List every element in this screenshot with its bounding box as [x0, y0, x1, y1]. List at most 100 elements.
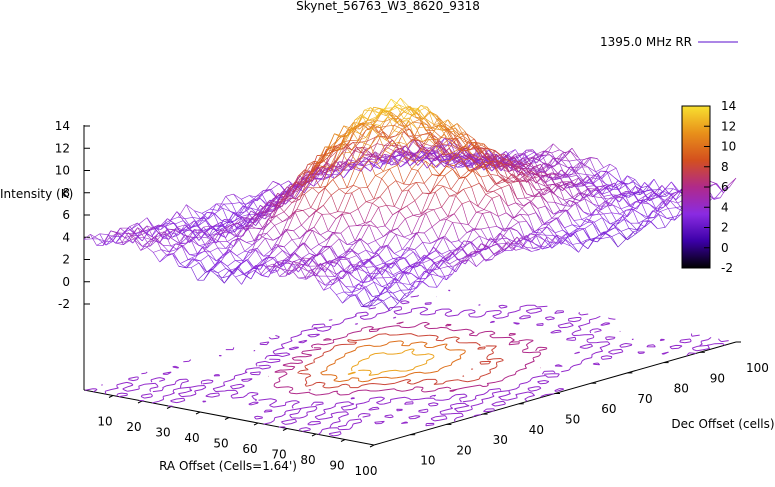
surface-col-line [172, 254, 180, 264]
surface-col-line [468, 212, 476, 224]
surface-col-line [574, 220, 582, 221]
surface-row-line [659, 197, 665, 201]
surface-col-line [472, 236, 480, 242]
colorbar-tick-label: 12 [721, 119, 736, 133]
surface-col-line [237, 268, 245, 275]
surface-col-line [459, 233, 467, 241]
surface-row-line [525, 198, 531, 201]
surface-row-line [322, 214, 328, 231]
surface-row-line [218, 273, 224, 283]
surface-col-line [398, 294, 406, 304]
surface-row-line [246, 242, 252, 245]
surface-row-line [434, 210, 440, 221]
surface-col-line [147, 218, 155, 229]
surface-row-line [555, 202, 561, 212]
x-tick-mark [138, 401, 142, 403]
surface-col-line [618, 239, 626, 247]
surface-col-line [372, 128, 380, 129]
surface-col-line [292, 200, 300, 203]
surface-row-line [386, 205, 392, 215]
surface-row-line [360, 238, 366, 250]
surface-col-line [116, 243, 124, 245]
surface-col-line [520, 214, 528, 215]
surface-col-line [377, 287, 385, 299]
surface-row-line [234, 194, 240, 203]
surface-row-line [416, 182, 422, 193]
surface-row-line [528, 152, 534, 156]
surface-col-line [386, 147, 394, 151]
surface-col-line [374, 302, 382, 306]
surface-col-line [366, 199, 374, 202]
surface-row-line [627, 176, 633, 182]
surface-col-line [615, 196, 623, 198]
surface-row-line [353, 185, 359, 188]
surface-col-line [634, 203, 642, 210]
surface-col-line [440, 266, 448, 268]
surface-row-line [424, 183, 430, 193]
colorbar-tick-label: 10 [721, 140, 736, 154]
surface-col-line [246, 241, 254, 243]
surface-col-line [365, 288, 373, 297]
surface-col-line [338, 194, 346, 212]
surface-row-line [415, 123, 421, 136]
surface-col-line [627, 176, 635, 180]
surface-col-line [344, 193, 352, 212]
surface-col-line [213, 213, 221, 221]
surface-col-line [585, 223, 593, 228]
surface-row-line [379, 207, 385, 226]
surface-col-line [610, 237, 618, 247]
surface-row-line [333, 179, 339, 189]
surface-col-line [404, 169, 412, 184]
surface-row-line [284, 212, 290, 219]
z-tick-label: 0 [62, 275, 70, 289]
x-tick-mark [196, 412, 200, 414]
surface-row-line [336, 295, 342, 304]
surface-col-line [271, 184, 279, 189]
surface-col-line [424, 227, 432, 233]
surface-row-line [153, 252, 159, 262]
surface-col-line [429, 287, 437, 288]
surface-row-line [209, 255, 215, 265]
surface-row-line [284, 247, 290, 256]
surface-col-line [349, 226, 357, 227]
surface-col-line [360, 187, 368, 188]
surface-row-line [481, 177, 487, 192]
surface-row-line [375, 176, 381, 179]
surface-row-line [361, 169, 367, 187]
surface-col-line [552, 150, 560, 153]
surface-row-line [294, 231, 300, 239]
surface-col-line [314, 179, 322, 187]
surface-col-line [462, 242, 470, 250]
surface-col-line [92, 234, 100, 239]
surface-col-line [494, 188, 502, 191]
surface-row-line [372, 203, 378, 207]
surface-row-line [424, 233, 430, 244]
surface-row-line [213, 213, 219, 227]
surface-col-line [530, 202, 538, 209]
surface-col-line [353, 123, 361, 124]
x-tick-mark [225, 418, 229, 420]
surface-row-line [544, 191, 550, 195]
surface-col-line [465, 132, 473, 146]
y-tick-label: 30 [493, 433, 508, 447]
surface-col-line [405, 252, 413, 258]
surface-col-line [456, 189, 464, 196]
surface-row-line [388, 187, 394, 207]
surface-col-line [366, 267, 374, 268]
surface-row-line [394, 206, 400, 209]
surface-col-line [323, 195, 331, 205]
surface-row-line [597, 159, 603, 168]
surface-col-line [303, 243, 311, 250]
surface-row-line [257, 248, 263, 256]
surface-row-line [417, 281, 423, 288]
surface-col-line [301, 217, 309, 225]
y-tick-label: 100 [746, 361, 769, 375]
surface-row-line [369, 225, 375, 241]
surface-row-line [331, 195, 337, 212]
surface-row-line [330, 214, 336, 219]
surface-col-line [531, 193, 539, 202]
surface-row-line [349, 226, 355, 241]
surface-col-line [267, 225, 275, 233]
surface-col-line [185, 217, 193, 218]
